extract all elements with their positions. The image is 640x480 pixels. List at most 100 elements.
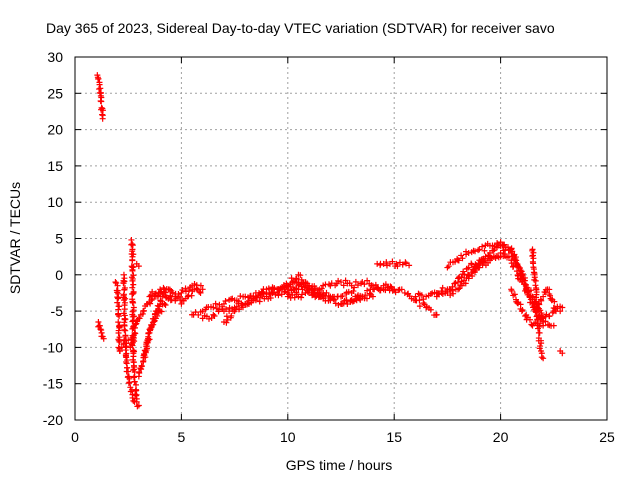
data-point	[146, 293, 153, 300]
data-point	[533, 307, 540, 314]
y-axis-label: SDTVAR / TECUs	[7, 182, 23, 294]
data-point	[550, 322, 557, 329]
data-point	[117, 347, 124, 354]
data-point	[354, 282, 361, 289]
data-point	[255, 289, 262, 296]
data-point	[340, 282, 347, 289]
data-point	[298, 276, 305, 283]
data-point	[528, 321, 535, 328]
data-point	[186, 286, 193, 293]
data-point	[540, 355, 547, 362]
data-point	[115, 336, 122, 343]
data-point	[275, 292, 282, 299]
data-point	[297, 272, 304, 279]
data-point	[339, 292, 346, 299]
data-point	[147, 300, 154, 307]
data-point	[136, 315, 143, 322]
data-point	[538, 354, 545, 361]
series-arc-3	[120, 271, 138, 405]
data-point	[319, 292, 326, 299]
data-point	[459, 255, 466, 262]
data-point	[114, 295, 121, 302]
series-arc-24	[535, 286, 564, 315]
data-point	[295, 282, 302, 289]
data-point	[462, 280, 469, 287]
data-point	[538, 297, 545, 304]
data-point	[249, 297, 256, 304]
data-point	[130, 281, 137, 288]
data-point	[260, 291, 267, 298]
data-point	[239, 304, 246, 311]
data-point	[172, 297, 179, 304]
data-point	[304, 288, 311, 295]
data-point	[536, 345, 543, 352]
data-point	[123, 368, 130, 375]
data-point	[295, 293, 302, 300]
data-point	[212, 300, 219, 307]
y-tick-label: 20	[47, 122, 63, 138]
data-point	[455, 275, 462, 282]
data-point	[129, 290, 136, 297]
data-point	[100, 335, 107, 342]
data-point	[133, 398, 140, 405]
series-arc-12	[220, 282, 302, 326]
data-point	[179, 287, 186, 294]
chart-title: Day 365 of 2023, Sidereal Day-to-day VTE…	[46, 20, 555, 36]
data-point	[465, 250, 472, 257]
data-point	[406, 262, 413, 269]
data-point	[355, 292, 362, 299]
data-point	[328, 280, 335, 287]
series-arc-23	[529, 246, 547, 362]
series-arc-14	[284, 288, 376, 304]
data-point	[275, 286, 282, 293]
x-tick-label: 25	[599, 429, 615, 445]
data-point	[97, 326, 104, 333]
data-point	[402, 259, 409, 266]
data-point	[178, 300, 185, 307]
data-point	[197, 282, 204, 289]
data-point	[115, 319, 122, 326]
data-point	[451, 280, 458, 287]
data-point	[122, 352, 129, 359]
data-point	[257, 294, 264, 301]
data-point	[357, 296, 364, 303]
y-tick-label: 5	[55, 231, 63, 247]
data-point	[521, 281, 528, 288]
data-point	[455, 286, 462, 293]
data-point	[497, 239, 504, 246]
data-point	[113, 279, 120, 286]
series-arc-1b	[95, 318, 107, 342]
data-point	[130, 307, 137, 314]
data-point	[494, 240, 501, 247]
series-arc-4	[128, 236, 142, 410]
data-point	[112, 279, 119, 286]
data-point	[131, 378, 138, 385]
data-point	[535, 325, 542, 332]
data-point	[151, 311, 158, 318]
y-tick-label: -15	[43, 376, 63, 392]
data-point	[134, 403, 141, 410]
data-point	[121, 306, 128, 313]
data-point	[475, 260, 482, 267]
x-tick-label: 5	[178, 429, 186, 445]
data-point	[510, 263, 517, 270]
data-point	[386, 287, 393, 294]
data-point	[361, 295, 368, 302]
data-point	[224, 316, 231, 323]
data-point	[176, 293, 183, 300]
data-point	[433, 311, 440, 318]
series-arc-8	[140, 285, 204, 365]
data-point	[144, 345, 151, 352]
data-point	[375, 286, 382, 293]
grid-lines	[75, 57, 607, 420]
data-point	[335, 277, 342, 284]
data-point	[538, 340, 545, 347]
data-point	[511, 291, 518, 298]
data-point	[364, 287, 371, 294]
data-point	[338, 279, 344, 286]
data-point	[132, 330, 139, 337]
y-tick-label: 30	[47, 49, 63, 65]
data-point	[128, 250, 135, 257]
data-point	[142, 349, 149, 356]
data-point	[344, 301, 351, 308]
